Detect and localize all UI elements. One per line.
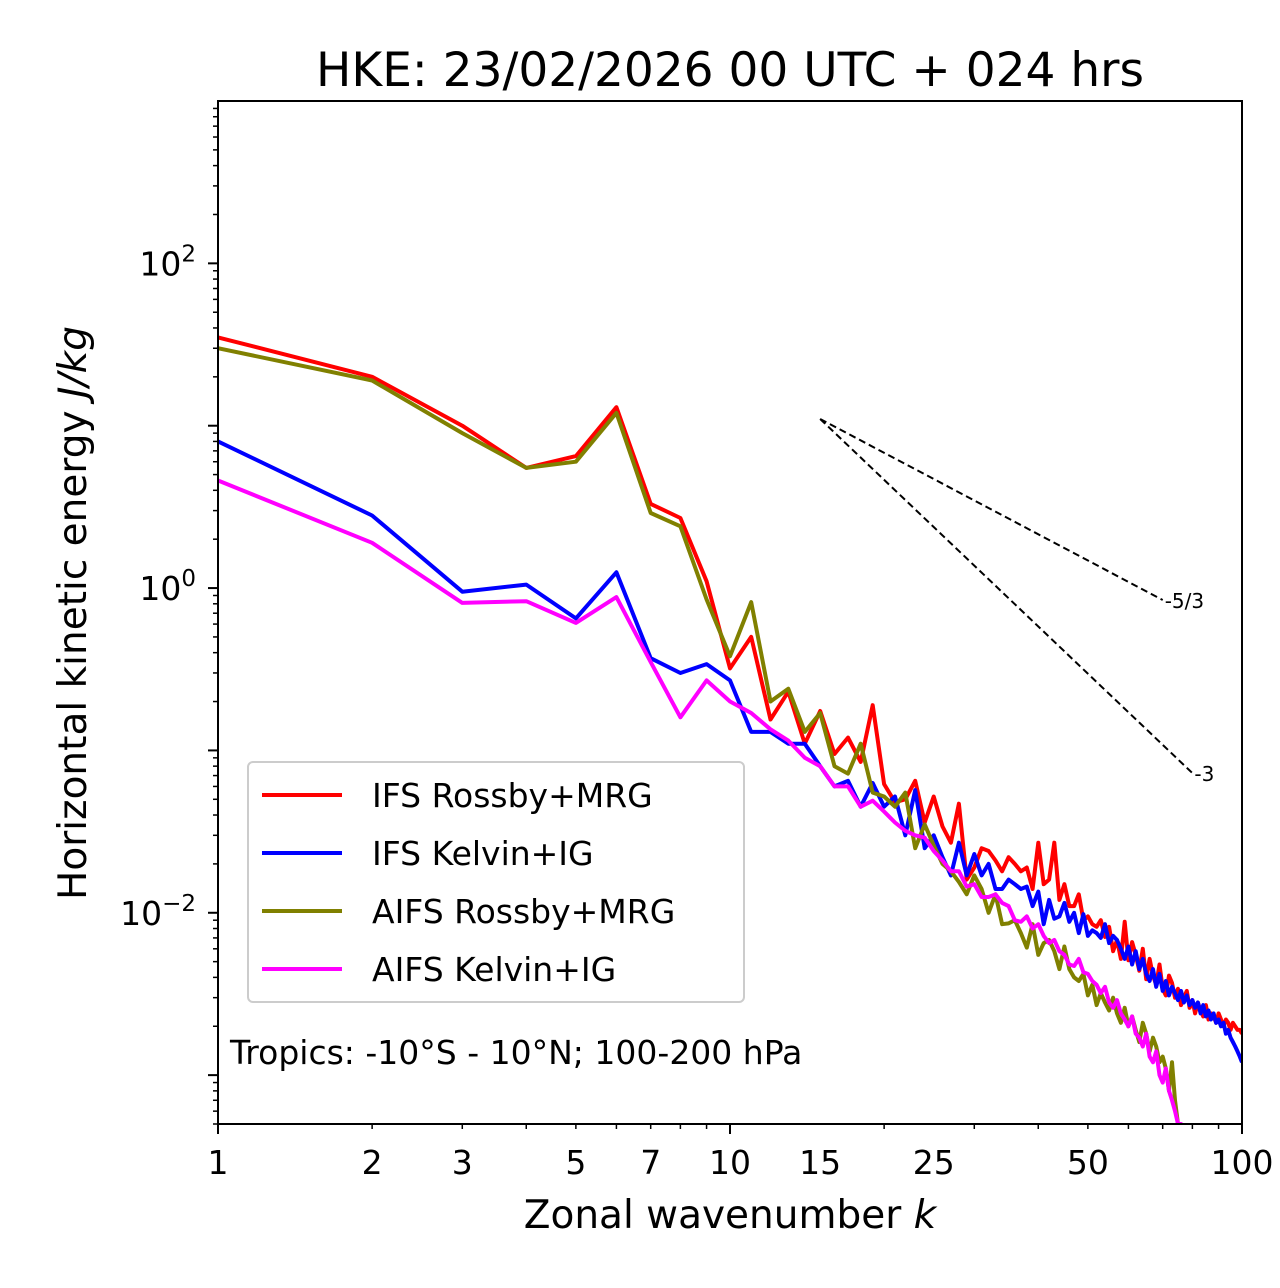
x-tick-label: 15 — [799, 1143, 841, 1182]
reference-slope-line-0 — [819, 418, 1164, 601]
y-tick-label: 10−2 — [120, 891, 196, 933]
reference-slopes: -5/3 -3 — [819, 418, 1214, 786]
y-axis-label-var: J/kg — [51, 326, 96, 405]
reference-slope-label-0: -5/3 — [1165, 589, 1204, 613]
reference-slope-label-1: -3 — [1194, 762, 1214, 786]
legend-label-3: AIFS Kelvin+IG — [372, 950, 616, 989]
legend-items: IFS Rossby+MRG IFS Kelvin+IG AIFS Rossby+M… — [262, 776, 675, 989]
y-axis-ticks: 102 100 10−2 — [120, 107, 218, 1125]
x-tick-label: 3 — [452, 1143, 473, 1182]
region-annotation: Tropics: -10°S - 10°N; 100-200 hPa — [229, 1033, 802, 1072]
x-axis-label-var: k — [914, 1193, 938, 1238]
legend: IFS Rossby+MRG IFS Kelvin+IG AIFS Rossby+M… — [247, 761, 745, 1003]
reference-slope-line-1 — [819, 418, 1194, 774]
series-layer — [218, 335, 1242, 1124]
x-axis-label: Zonal wavenumber k — [524, 1193, 938, 1238]
legend-label-1: IFS Kelvin+IG — [372, 834, 594, 873]
x-tick-label: 25 — [913, 1143, 955, 1182]
y-tick-label: 100 — [139, 566, 196, 608]
x-tick-label: 50 — [1067, 1143, 1109, 1182]
y-axis-label: Horizontal kinetic energy J/kg — [51, 326, 96, 900]
legend-label-0: IFS Rossby+MRG — [372, 776, 653, 815]
x-axis-ticks: 1 2 3 5 7 10 15 25 50 100 — [208, 1124, 1274, 1182]
x-tick-label: 7 — [640, 1143, 661, 1182]
y-axis-label-main: Horizontal kinetic energy — [51, 398, 96, 900]
x-tick-label: 100 — [1211, 1143, 1274, 1182]
x-tick-label: 2 — [362, 1143, 383, 1182]
legend-label-2: AIFS Rossby+MRG — [372, 892, 675, 931]
series-line-3 — [218, 478, 1184, 1124]
x-tick-label: 10 — [709, 1143, 751, 1182]
x-tick-label: 5 — [565, 1143, 586, 1182]
legend-box — [247, 761, 745, 1003]
x-tick-label: 1 — [208, 1143, 229, 1182]
x-axis-label-main: Zonal wavenumber — [524, 1193, 914, 1238]
y-tick-label: 102 — [139, 241, 196, 283]
series-line-2 — [218, 346, 1181, 1124]
chart-title: HKE: 23/02/2026 00 UTC + 024 hrs — [316, 43, 1144, 98]
